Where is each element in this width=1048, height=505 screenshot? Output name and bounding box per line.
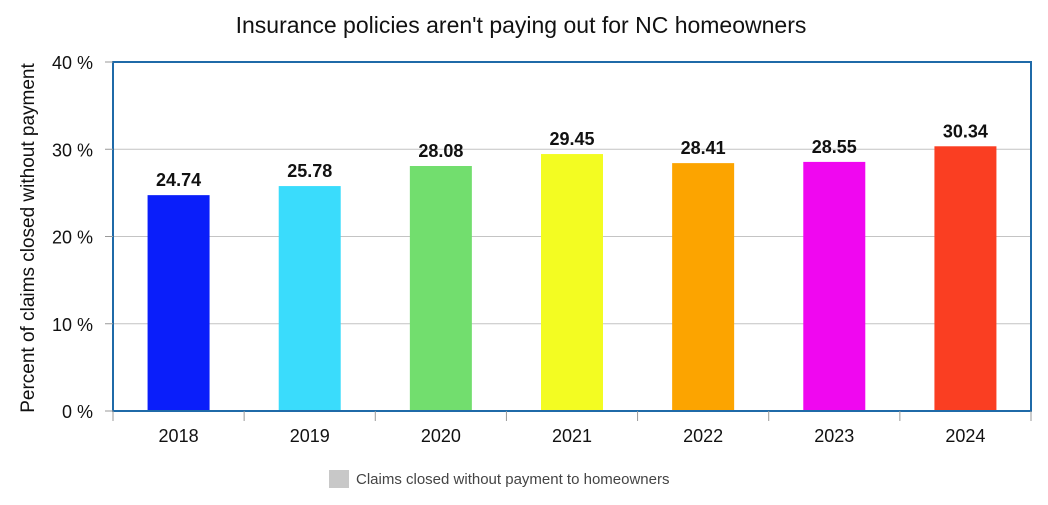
bar-2019 <box>278 186 341 411</box>
x-tick-label: 2018 <box>159 426 199 446</box>
bar-value-label: 30.34 <box>943 121 988 141</box>
x-tick-label: 2020 <box>421 426 461 446</box>
legend: Claims closed without payment to homeown… <box>329 470 669 488</box>
bar-value-label: 29.45 <box>549 129 594 149</box>
bar-value-labels: 24.74 25.78 28.08 29.45 28.41 28.55 30.34 <box>156 121 988 190</box>
y-tick-label: 20 % <box>52 228 93 248</box>
bar-value-label: 28.55 <box>812 137 857 157</box>
bar-2018 <box>147 195 210 411</box>
y-axis-ticks: 0 % 10 % 20 % 30 % 40 % <box>52 53 113 422</box>
bar-2020 <box>409 166 472 411</box>
x-tick-label: 2024 <box>945 426 985 446</box>
bars <box>147 146 997 411</box>
x-tick-label: 2022 <box>683 426 723 446</box>
y-tick-label: 30 % <box>52 140 93 160</box>
bar-value-label: 25.78 <box>287 161 332 181</box>
y-tick-label: 0 % <box>62 402 93 422</box>
bar-value-label: 28.41 <box>681 138 726 158</box>
y-tick-label: 10 % <box>52 315 93 335</box>
bar-2023 <box>803 161 866 411</box>
bar-value-label: 28.08 <box>418 141 463 161</box>
chart-title: Insurance policies aren't paying out for… <box>236 12 807 38</box>
legend-label: Claims closed without payment to homeown… <box>356 471 669 488</box>
x-tick-label: 2019 <box>290 426 330 446</box>
x-tick-label: 2023 <box>814 426 854 446</box>
legend-swatch <box>329 470 349 488</box>
bar-value-label: 24.74 <box>156 170 201 190</box>
x-axis-ticks: 2018 2019 2020 2021 2022 2023 2024 <box>112 411 1032 446</box>
bar-2024 <box>934 146 997 411</box>
x-tick-label: 2021 <box>552 426 592 446</box>
bar-2021 <box>541 154 603 411</box>
y-tick-label: 40 % <box>52 53 93 73</box>
y-axis-label: Percent of claims closed without payment <box>18 63 39 413</box>
bar-2022 <box>672 163 735 411</box>
